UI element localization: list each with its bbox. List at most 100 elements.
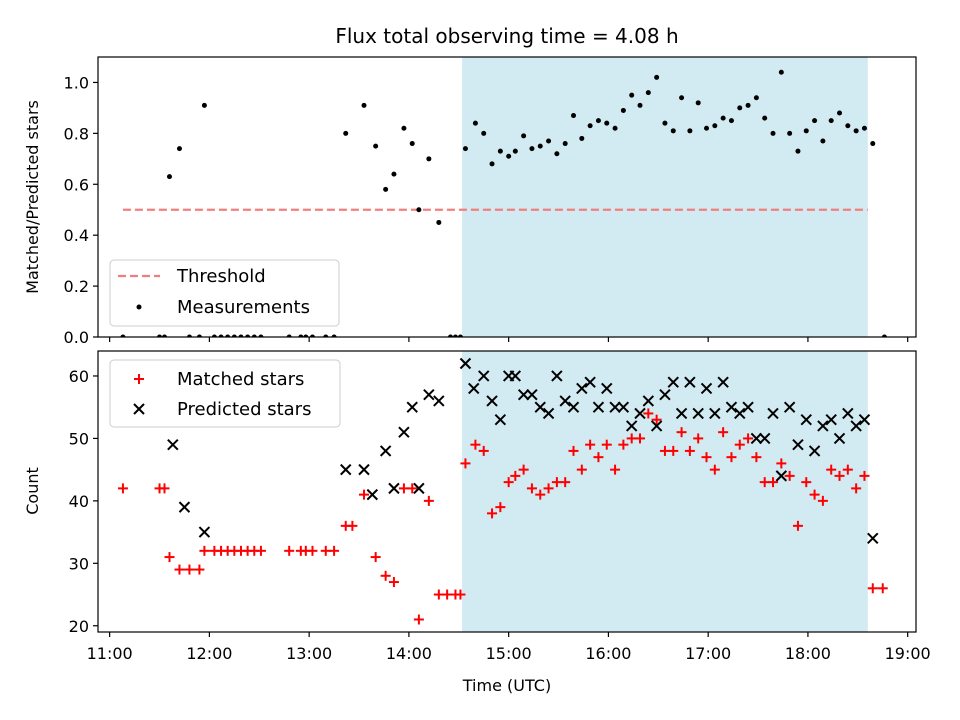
matched-stars-point (734, 439, 745, 450)
measurement-point (861, 125, 867, 131)
predicted-stars-point (459, 357, 472, 370)
matched-stars-point (284, 545, 295, 556)
matched-stars-point (751, 452, 762, 463)
measurement-point (157, 334, 163, 337)
measurement-point (679, 95, 685, 101)
y-tick-label: 20 (69, 617, 89, 636)
x-tick-label: 15:00 (486, 644, 532, 663)
measurement-point (303, 334, 309, 337)
plot-area (117, 357, 888, 625)
matched-stars-point (194, 564, 205, 575)
x-tick-label: 12:00 (186, 644, 232, 663)
predicted-stars-point (792, 438, 804, 451)
matched-stars-point (585, 439, 596, 450)
predicted-stars-point (526, 389, 538, 401)
matched-stars-point (610, 464, 621, 475)
predicted-stars-point (684, 376, 696, 388)
matched-stars-point (117, 483, 128, 494)
predicted-stars-point (559, 395, 571, 407)
predicted-stars-point (167, 438, 179, 451)
legend-label-threshold: Threshold (176, 266, 266, 287)
measurement-point (778, 69, 784, 75)
predicted-stars-point (542, 407, 555, 420)
y-axis-label: Count (23, 467, 42, 515)
predicted-stars-point (833, 432, 846, 445)
axes-frame (97, 350, 917, 633)
measurement-point (770, 130, 776, 136)
measurement-point (753, 95, 759, 101)
legend: Matched stars Predicted stars (109, 359, 341, 428)
predicted-stars-point (783, 401, 796, 413)
matched-stars-point (460, 458, 471, 469)
measurement-point (196, 334, 202, 337)
legend-predicted-swatch (133, 403, 145, 415)
legend-label-matched: Matched stars (177, 369, 304, 390)
predicted-stars-point (825, 413, 837, 426)
legend-label-measurements: Measurements (177, 297, 310, 318)
measurement-point (845, 123, 851, 129)
x-tick-label: 13:00 (286, 644, 332, 663)
matched-stars-point (877, 583, 888, 594)
predicted-stars-point (817, 420, 829, 432)
predicted-stars-point (576, 382, 588, 395)
y-axis-label: Matched/Predicted stars (23, 100, 42, 294)
measurement-point (670, 128, 676, 134)
y-tick-label: 0.6 (64, 175, 89, 194)
legend-matched-swatch (134, 374, 144, 384)
predicted-stars-point (398, 426, 410, 438)
measurement-point (546, 138, 552, 144)
matched-stars-point (618, 439, 629, 450)
matched-stars-point (593, 452, 604, 463)
predicted-stars-point (433, 395, 445, 407)
matched-stars-point (601, 439, 612, 450)
measurement-point (645, 90, 651, 96)
matched-stars-point (668, 445, 679, 456)
predicted-stars-point (478, 370, 490, 382)
measurement-point (687, 128, 693, 134)
predicted-stars-point (592, 401, 605, 413)
y-tick-label: 0.0 (64, 328, 89, 347)
predicted-stars-point (366, 488, 379, 501)
measurement-point (361, 102, 367, 108)
matched-stars-point (518, 464, 529, 475)
measurement-point (401, 125, 407, 131)
predicted-stars-point (509, 370, 522, 382)
matched-stars-point (470, 439, 481, 450)
measurement-point (629, 92, 635, 98)
bottom-panel-counts: 20 30 40 50 60 11:00 12:00 13:00 14:00 15:00 16:00… (23, 350, 931, 663)
measurement-point (231, 334, 237, 337)
matched-stars-point (255, 545, 266, 556)
measurement-point (238, 334, 244, 337)
measurement-point (695, 100, 701, 106)
matched-stars-point (535, 489, 546, 500)
matched-stars-point (380, 570, 391, 581)
matched-stars-point (510, 470, 521, 481)
predicted-stars-point (486, 395, 498, 407)
predicted-stars-point (650, 420, 663, 432)
matched-stars-point (164, 552, 175, 563)
measurement-point (201, 102, 207, 108)
x-tick-label: 14:00 (386, 644, 432, 663)
y-tick-label: 0.8 (64, 124, 89, 143)
measurement-point (612, 125, 618, 131)
measurement-point (497, 148, 503, 154)
measurement-point (870, 141, 876, 147)
matched-stars-point (809, 489, 820, 500)
measurement-point (166, 174, 172, 180)
predicted-stars-point (675, 407, 688, 420)
measurement-point (604, 120, 610, 126)
matched-stars-point (792, 520, 803, 531)
measurement-point (587, 123, 593, 129)
measurement-point (737, 105, 743, 111)
x-tick-label: 18:00 (785, 644, 831, 663)
matched-stars-point (635, 433, 646, 444)
matched-stars-point (184, 564, 195, 575)
matched-stars-point (159, 483, 170, 494)
matched-stars-point (718, 427, 729, 438)
predicted-stars-point (601, 382, 613, 395)
x-tick-label: 17:00 (685, 644, 731, 663)
matched-stars-point (495, 502, 506, 513)
measurement-point (452, 334, 458, 337)
predicted-stars-point (584, 376, 596, 388)
